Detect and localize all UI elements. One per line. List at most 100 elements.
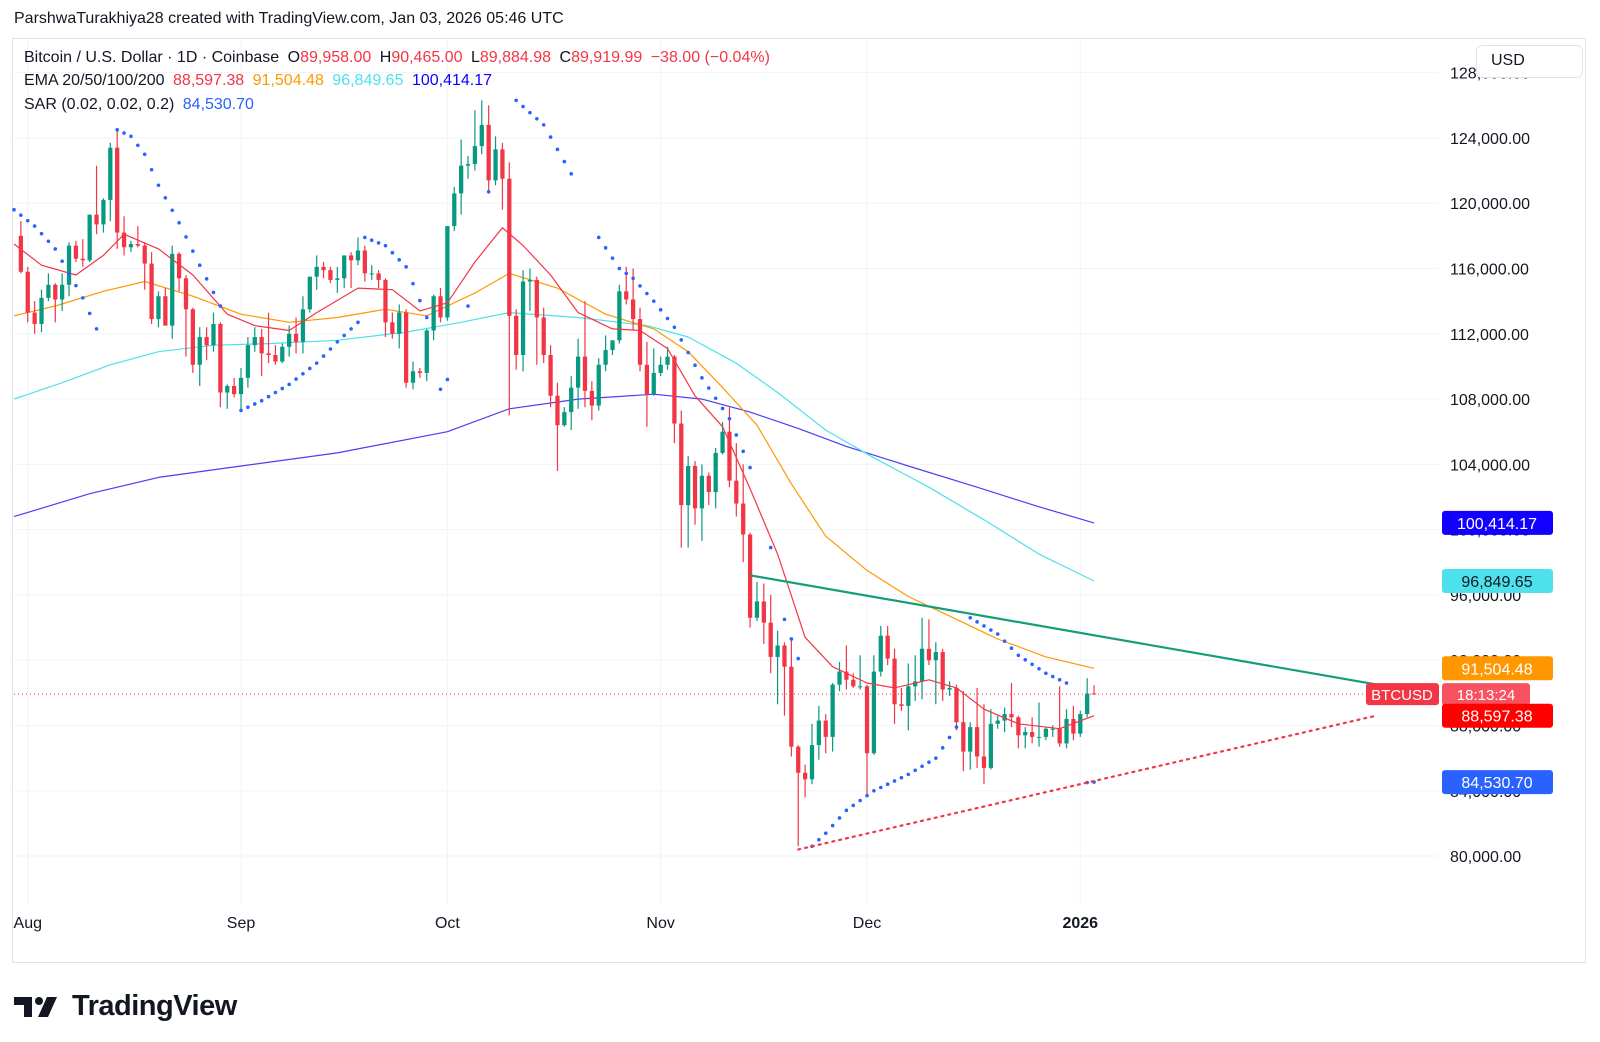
legend-low-label: L xyxy=(470,49,480,66)
candle-body xyxy=(630,299,636,320)
price-tag-ema20: 88,597.38 xyxy=(1461,709,1532,726)
candle-body xyxy=(259,337,264,354)
candle xyxy=(128,240,134,253)
sar-dot xyxy=(149,167,154,172)
sar-dot xyxy=(665,316,670,321)
candle-body xyxy=(445,226,450,318)
sar-dot xyxy=(53,247,58,251)
candle-body xyxy=(995,720,1000,724)
candle-body xyxy=(782,645,787,667)
candle-body xyxy=(238,377,244,395)
candle-body xyxy=(644,364,650,395)
candle xyxy=(424,328,429,382)
candle xyxy=(335,266,340,293)
candle xyxy=(837,661,842,692)
candle-body xyxy=(307,276,312,310)
candle-body xyxy=(472,146,478,165)
candle xyxy=(142,242,147,290)
ema100-line xyxy=(13,312,1095,582)
candle xyxy=(149,252,154,324)
candle xyxy=(569,376,574,431)
candle-body xyxy=(720,431,725,453)
candle-body xyxy=(121,232,127,248)
candle-body xyxy=(514,315,519,355)
sar-dot xyxy=(528,110,532,115)
candle-body xyxy=(163,296,168,326)
ema20-line xyxy=(13,227,1095,730)
candle-body xyxy=(974,727,980,757)
candle xyxy=(1064,709,1069,749)
sar-dot xyxy=(46,239,51,244)
sar-dot xyxy=(913,768,917,773)
candle-body xyxy=(101,199,106,225)
legend-low: 89,884.98 xyxy=(479,49,552,66)
y-tick-label: 104,000.00 xyxy=(1450,457,1530,474)
sar-dot xyxy=(60,259,64,263)
candle xyxy=(562,407,567,427)
sar-dot xyxy=(514,98,518,103)
candle xyxy=(390,312,395,339)
candle-body xyxy=(610,340,615,351)
sar-dot xyxy=(259,398,264,403)
candle xyxy=(844,645,849,690)
candle xyxy=(328,266,333,284)
x-tick-label: 2026 xyxy=(1062,915,1098,932)
candle-body xyxy=(954,687,959,723)
candle xyxy=(80,239,85,267)
candle-body xyxy=(94,214,99,225)
sar-dot xyxy=(927,760,931,764)
candle-body xyxy=(66,245,72,285)
candle-body xyxy=(796,746,801,773)
sar-dot xyxy=(782,617,787,622)
legend-sar: 84,530.70 xyxy=(182,96,254,113)
tradingview-logo[interactable]: TradingView xyxy=(14,990,237,1023)
sar-dot xyxy=(163,195,168,200)
candle-body xyxy=(624,291,629,300)
candle xyxy=(782,642,787,716)
sar-dot xyxy=(308,366,312,371)
price-tag-sar-bg xyxy=(1442,770,1553,795)
sar-dot xyxy=(424,315,429,320)
candle xyxy=(555,382,560,471)
candle xyxy=(940,648,945,701)
candle-body xyxy=(25,271,30,313)
sar-dot xyxy=(830,823,835,828)
candle xyxy=(802,764,808,798)
sar-dot xyxy=(610,256,615,260)
candle xyxy=(479,100,484,155)
candle xyxy=(617,284,622,344)
x-tick-label: Nov xyxy=(646,915,674,932)
currency-selector[interactable]: USD xyxy=(1476,45,1583,78)
candle xyxy=(266,312,271,364)
candle xyxy=(73,240,79,262)
candle xyxy=(307,276,312,313)
sar-dot xyxy=(982,624,986,628)
candle-body xyxy=(816,720,822,746)
candle-body xyxy=(348,255,354,261)
candle-body xyxy=(892,658,897,705)
candle xyxy=(534,276,539,365)
legend-ema-label: EMA 20/50/100/200 xyxy=(24,72,165,89)
price-tag-ema200: 100,414.17 xyxy=(1457,516,1537,533)
candle-body xyxy=(32,312,37,324)
candle xyxy=(947,681,952,697)
candle-body xyxy=(1050,728,1055,730)
candle xyxy=(190,307,195,373)
candle-body xyxy=(459,165,464,194)
sar-dot xyxy=(438,387,443,392)
candle-body xyxy=(754,601,760,618)
candle-body xyxy=(761,601,766,623)
candle-body xyxy=(527,279,533,282)
price-tag-ema100-bg xyxy=(1442,569,1553,594)
candle-body xyxy=(245,345,251,378)
sar-dot xyxy=(136,143,140,148)
candle-body xyxy=(741,503,746,535)
candle-body xyxy=(115,147,120,233)
candle xyxy=(163,288,168,326)
sar-dot xyxy=(418,298,422,303)
sar-dot xyxy=(645,291,649,296)
candle xyxy=(66,242,72,297)
sar-dot xyxy=(25,218,30,223)
candle xyxy=(108,142,113,222)
